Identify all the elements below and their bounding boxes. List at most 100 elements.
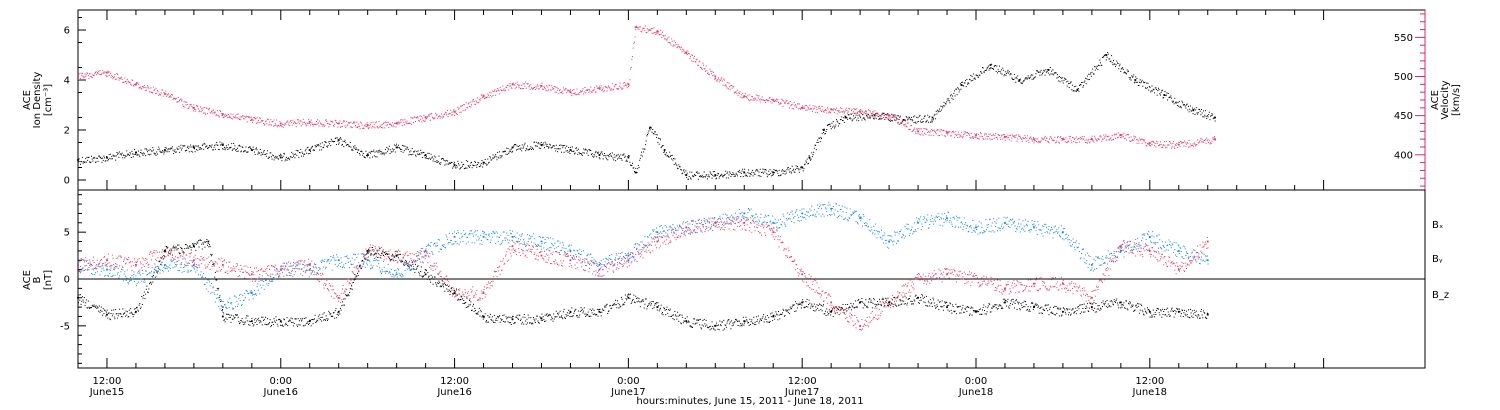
by-dot	[780, 223, 782, 225]
velocity-dot	[1130, 136, 1132, 138]
by-dot	[482, 233, 484, 235]
velocity-dot	[678, 46, 680, 48]
density-dot	[1197, 113, 1199, 115]
by-dot	[822, 213, 824, 215]
density-dot	[733, 173, 735, 175]
density-dot	[705, 176, 707, 178]
by-dot	[185, 261, 187, 263]
by-dot	[233, 295, 235, 297]
velocity-dot	[536, 84, 538, 86]
by-dot	[547, 248, 549, 250]
velocity-dot	[670, 44, 672, 46]
velocity-dot	[210, 111, 212, 113]
velocity-dot	[472, 99, 474, 101]
velocity-dot	[740, 94, 742, 96]
density-dot	[128, 153, 130, 155]
by-dot	[392, 273, 394, 275]
density-point	[663, 149, 666, 151]
by-dot	[506, 239, 508, 241]
velocity-dot	[386, 122, 388, 124]
by-dot	[291, 265, 293, 267]
density-dot	[227, 148, 229, 150]
by-dot	[440, 248, 442, 250]
velocity-dot	[1163, 141, 1165, 143]
velocity-dot	[699, 60, 701, 62]
by-dot	[637, 253, 639, 255]
density-dot	[424, 155, 426, 157]
velocity-dot	[181, 99, 183, 101]
velocity-dot	[1037, 141, 1039, 143]
velocity-dot	[774, 99, 776, 101]
velocity-dot	[802, 105, 804, 107]
velocity-dot	[466, 106, 468, 108]
velocity-dot	[491, 96, 493, 98]
velocity-dot	[1191, 144, 1193, 146]
density-dot	[507, 147, 509, 149]
by-dot	[419, 252, 421, 254]
density-dot	[340, 137, 342, 139]
velocity-dot	[1148, 143, 1150, 145]
density-point	[1134, 79, 1137, 81]
density-point	[453, 164, 456, 166]
velocity-dot	[1000, 135, 1002, 137]
by-dot	[849, 217, 851, 219]
by-dot	[828, 213, 830, 215]
density-dot	[675, 162, 677, 164]
velocity-dot	[543, 85, 545, 87]
density-dot	[1165, 94, 1167, 96]
by-dot	[85, 268, 87, 270]
density-dot	[822, 129, 824, 131]
velocity-dot	[952, 130, 954, 132]
velocity-dot	[710, 70, 712, 72]
density-dot	[142, 154, 144, 156]
velocity-dot	[650, 30, 652, 32]
by-dot	[115, 265, 117, 267]
by-dot	[602, 258, 604, 260]
velocity-dot	[358, 123, 360, 125]
velocity-dot	[1124, 137, 1126, 139]
density-dot	[574, 152, 576, 154]
by-dot	[454, 241, 456, 243]
by-dot	[858, 215, 860, 217]
density-dot	[920, 121, 922, 123]
density-dot	[1174, 101, 1176, 103]
density-dot	[337, 140, 339, 142]
density-dot	[397, 146, 399, 148]
density-dot	[687, 178, 689, 180]
velocity-dot	[833, 108, 835, 110]
density-dot	[478, 162, 480, 164]
velocity-dot	[252, 121, 254, 123]
velocity-dot	[559, 90, 561, 92]
density-dot	[900, 122, 902, 124]
velocity-dot	[325, 119, 327, 121]
by-dot	[543, 247, 545, 249]
velocity-dot	[708, 73, 710, 75]
velocity-dot	[742, 96, 744, 98]
velocity-point	[250, 118, 253, 121]
by-dot	[366, 264, 368, 266]
density-dot	[435, 156, 437, 158]
by-dot	[727, 217, 729, 219]
velocity-dot	[1034, 140, 1036, 142]
velocity-dot	[83, 76, 85, 78]
velocity-dot	[808, 108, 810, 110]
density-dot	[110, 158, 112, 160]
velocity-dot	[103, 72, 105, 74]
by-dot	[282, 265, 284, 267]
density-dot	[915, 122, 917, 124]
by-dot	[453, 243, 455, 245]
velocity-dot	[346, 125, 348, 127]
density-dot	[695, 175, 697, 177]
velocity-point	[634, 26, 637, 29]
density-dot	[1169, 96, 1171, 98]
by-dot	[271, 279, 273, 281]
density-dot	[951, 97, 953, 99]
density-dot	[950, 95, 952, 97]
density-dot	[1061, 80, 1063, 82]
velocity-dot	[137, 83, 139, 85]
velocity-dot	[325, 119, 327, 121]
density-dot	[367, 153, 369, 155]
density-dot	[526, 148, 528, 150]
density-dot	[707, 176, 709, 178]
density-dot	[238, 145, 240, 147]
